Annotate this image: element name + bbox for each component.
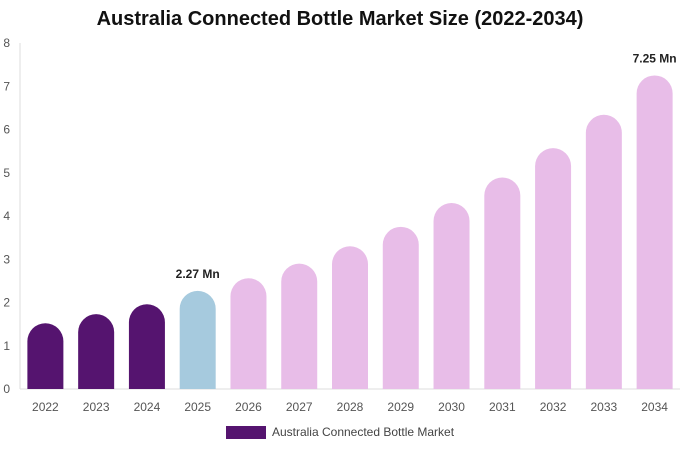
data-labels: 2.27 Mn 7.25 Mn — [176, 51, 677, 280]
bar — [636, 75, 673, 389]
bar — [332, 246, 368, 389]
bar — [484, 177, 521, 389]
bar — [179, 290, 216, 389]
chart-title: Australia Connected Bottle Market Size (… — [96, 8, 584, 30]
y-tick-label: 6 — [3, 123, 10, 137]
y-tick-label: 4 — [3, 209, 10, 223]
legend: Australia Connected Bottle Market — [0, 425, 680, 439]
x-tick-label: 2030 — [438, 400, 465, 414]
bar — [281, 263, 318, 389]
bar — [585, 114, 622, 390]
y-tick-label: 0 — [3, 382, 10, 396]
x-tick-label: 2027 — [286, 400, 313, 414]
x-tick-label: 2029 — [387, 400, 414, 414]
data-label: 7.25 Mn — [633, 51, 677, 65]
bar — [535, 148, 572, 389]
x-tick-label: 2028 — [337, 400, 364, 414]
bar — [27, 323, 64, 389]
y-axis-ticks: 0 1 2 3 4 5 6 7 8 — [3, 36, 10, 396]
data-label: 2.27 Mn — [176, 267, 220, 281]
legend-label: Australia Connected Bottle Market — [271, 425, 455, 439]
y-tick-label: 8 — [3, 36, 10, 50]
x-axis-ticks: 2022 2023 2024 2025 2026 2027 2028 2029 2030 2031… — [32, 400, 668, 414]
x-tick-label: 2033 — [590, 400, 617, 414]
legend-swatch — [225, 425, 266, 439]
x-tick-label: 2022 — [32, 400, 59, 414]
y-tick-label: 1 — [3, 339, 10, 353]
bar — [433, 203, 470, 389]
x-tick-label: 2026 — [235, 400, 262, 414]
bar — [230, 278, 267, 389]
x-tick-label: 2034 — [641, 400, 668, 414]
bar-series — [27, 75, 673, 390]
bar — [78, 314, 115, 389]
bar — [128, 304, 165, 389]
x-tick-label: 2025 — [184, 400, 211, 414]
y-tick-label: 5 — [3, 166, 10, 180]
x-tick-label: 2031 — [489, 400, 516, 414]
y-tick-label: 2 — [3, 296, 10, 310]
x-tick-label: 2032 — [540, 400, 567, 414]
y-tick-label: 3 — [3, 252, 10, 266]
x-tick-label: 2023 — [83, 400, 110, 414]
bar — [382, 226, 419, 389]
x-tick-label: 2024 — [134, 400, 161, 414]
y-tick-label: 7 — [3, 79, 10, 93]
